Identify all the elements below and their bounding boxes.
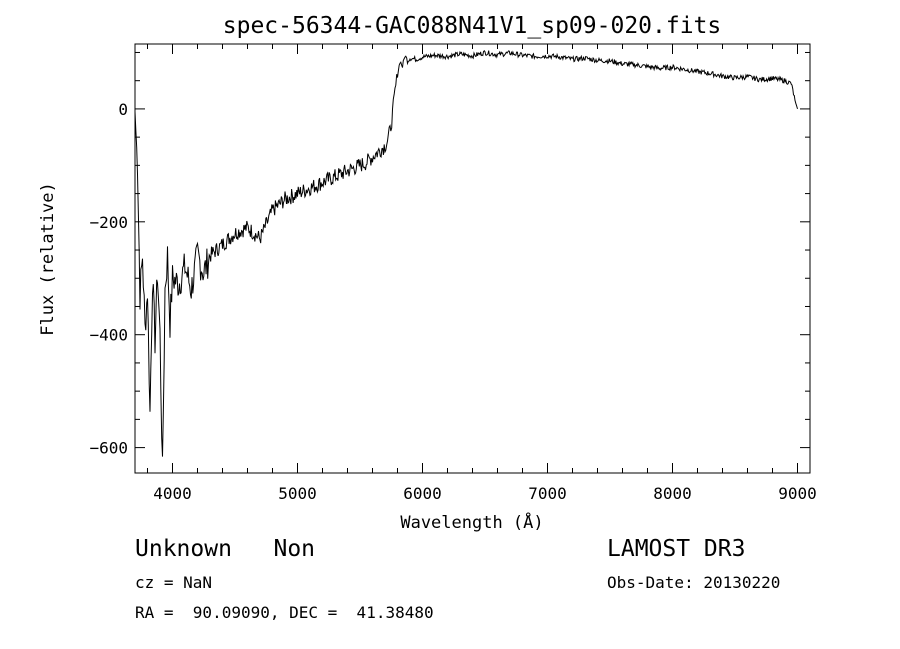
- redshift-cz: cz = NaN: [135, 573, 213, 592]
- y-axis-ticks: 0 −200 −400 −600: [89, 51, 810, 458]
- y-tick-label: 0: [118, 100, 128, 119]
- survey-name: LAMOST DR3: [607, 536, 746, 562]
- y-tick-label: −200: [89, 213, 128, 232]
- x-axis-ticks: 4000 5000 6000 7000 8000 9000: [147, 44, 817, 503]
- ra-dec-coordinates: RA = 90.09090, DEC = 41.38480: [135, 603, 434, 622]
- object-class: Unknown Non: [135, 536, 316, 562]
- plot-frame: [134, 43, 811, 474]
- chart-title: spec-56344-GAC088N41V1_sp09-020.fits: [223, 13, 722, 39]
- x-axis-label: Wavelength (Å): [400, 511, 543, 533]
- x-tick-label: 5000: [278, 484, 317, 503]
- x-tick-label: 6000: [403, 484, 442, 503]
- y-axis-label: Flux (relative): [38, 182, 58, 336]
- x-tick-label: 8000: [653, 484, 692, 503]
- x-tick-label: 7000: [528, 484, 567, 503]
- flux-series-line: [134, 50, 798, 457]
- y-tick-label: −600: [89, 439, 128, 458]
- observation-date: Obs-Date: 20130220: [607, 573, 781, 592]
- y-tick-label: −400: [89, 326, 128, 345]
- x-tick-label: 4000: [153, 484, 192, 503]
- x-tick-label: 9000: [778, 484, 817, 503]
